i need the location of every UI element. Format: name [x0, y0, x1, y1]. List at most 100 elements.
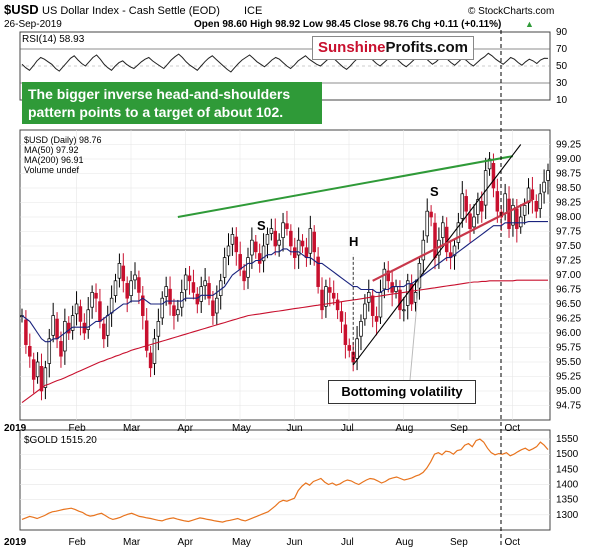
candle-body	[355, 338, 359, 359]
candle-body	[304, 247, 309, 258]
candle-body	[172, 305, 176, 316]
candle-body	[35, 361, 40, 378]
candle-body	[476, 199, 480, 215]
candle-body	[398, 289, 402, 311]
candle-body	[144, 320, 149, 351]
logo-part-2: Profits.com	[385, 39, 469, 56]
price-x-tick-label: Oct	[505, 423, 521, 434]
candle-body	[105, 315, 110, 336]
candle-body	[386, 270, 391, 282]
candle-body	[339, 311, 344, 322]
price-tick-label: 98.75	[556, 169, 581, 180]
candle-body	[51, 315, 55, 336]
ma200-line	[21, 279, 548, 404]
candle-body	[257, 253, 262, 264]
candle-body	[90, 292, 94, 308]
volatility-pointer	[409, 269, 421, 381]
candle-body	[160, 297, 165, 319]
candle-body	[39, 366, 44, 392]
candle-body	[546, 170, 550, 181]
candle-body	[28, 345, 32, 357]
bottoming-volatility-callout: Bottoming volatility	[328, 380, 476, 404]
candle-body	[491, 163, 496, 189]
candle-body	[187, 275, 192, 282]
candle-body	[152, 338, 157, 364]
candle-body	[43, 367, 48, 388]
candle-body	[324, 286, 328, 307]
candle-body	[328, 287, 332, 293]
candle-body	[538, 193, 542, 209]
candle-body	[285, 223, 289, 229]
candle-body	[425, 210, 429, 237]
price-tick-label: 97.00	[556, 270, 581, 281]
candle-body	[460, 193, 465, 219]
price-tick-label: 96.00	[556, 328, 581, 339]
candle-body	[230, 234, 235, 245]
candle-body	[452, 245, 457, 257]
gold-tick-label: 1400	[556, 480, 579, 491]
ma50-line	[21, 221, 548, 343]
candle-body	[292, 247, 297, 258]
candle-body	[74, 303, 79, 315]
candle-body	[164, 286, 168, 297]
rsi-tick-label: 70	[556, 44, 568, 55]
price-tick-label: 96.25	[556, 314, 581, 325]
candle-body	[199, 286, 203, 302]
price-x-tick-label: Jul	[341, 423, 354, 434]
candle-body	[211, 300, 215, 316]
candle-body	[316, 256, 320, 287]
annotation-box: The bigger inverse head-and-shoulders pa…	[22, 82, 322, 124]
sunshine-profits-logo: SunshineProfits.com	[312, 36, 474, 60]
price-tick-label: 97.25	[556, 256, 581, 267]
candle-body	[495, 191, 500, 212]
candle-body	[121, 265, 126, 282]
candle-body	[67, 322, 71, 334]
price-x-tick-label: Feb	[69, 423, 87, 434]
candle-body	[534, 200, 539, 212]
candle-body	[102, 323, 106, 340]
price-tick-label: 98.00	[556, 212, 581, 223]
candle-body	[335, 299, 340, 311]
candle-body	[78, 306, 83, 322]
candle-body	[273, 230, 278, 247]
rsi-tick-label: 50	[556, 61, 568, 72]
candle-body	[31, 359, 36, 380]
candle-body	[117, 263, 122, 279]
gold-tick-label: 1350	[556, 495, 579, 506]
candle-body	[82, 322, 87, 334]
gold-x-tick-label: Aug	[396, 537, 414, 548]
candle-body	[515, 208, 519, 229]
candle-body	[94, 292, 98, 299]
candle-body	[168, 288, 172, 305]
candle-body	[421, 239, 426, 261]
price-x-tick-label: Sep	[450, 423, 468, 434]
price-tick-label: 95.50	[556, 357, 581, 368]
candle-body	[176, 309, 180, 316]
candle-body	[86, 309, 90, 330]
candle-body	[331, 292, 336, 299]
candle-body	[234, 236, 239, 253]
rsi-legend: RSI(14) 58.93	[22, 34, 85, 45]
price-x-tick-label: Aug	[396, 423, 414, 434]
candle-body	[265, 234, 270, 245]
gold-x-tick-label: Jun	[287, 537, 303, 548]
gold-x-tick-label: Oct	[505, 537, 521, 548]
gold-x-tick-label: Feb	[69, 537, 87, 548]
candle-body	[359, 321, 363, 337]
candle-body	[433, 222, 437, 258]
candle-body	[129, 280, 133, 296]
candle-body	[195, 293, 200, 305]
candle-body	[456, 222, 461, 243]
pattern-label-s: S	[257, 218, 266, 233]
candle-body	[480, 200, 484, 212]
price-x-tick-label: Jun	[287, 423, 303, 434]
candle-body	[374, 316, 379, 322]
candle-body	[226, 245, 231, 257]
candle-body	[382, 268, 387, 290]
price-tick-label: 95.75	[556, 343, 581, 354]
price-legend-entry: $USD (Daily) 98.76	[24, 135, 102, 145]
price-tick-label: 98.25	[556, 198, 581, 209]
candle-body	[347, 345, 352, 351]
candle-body	[472, 216, 476, 228]
